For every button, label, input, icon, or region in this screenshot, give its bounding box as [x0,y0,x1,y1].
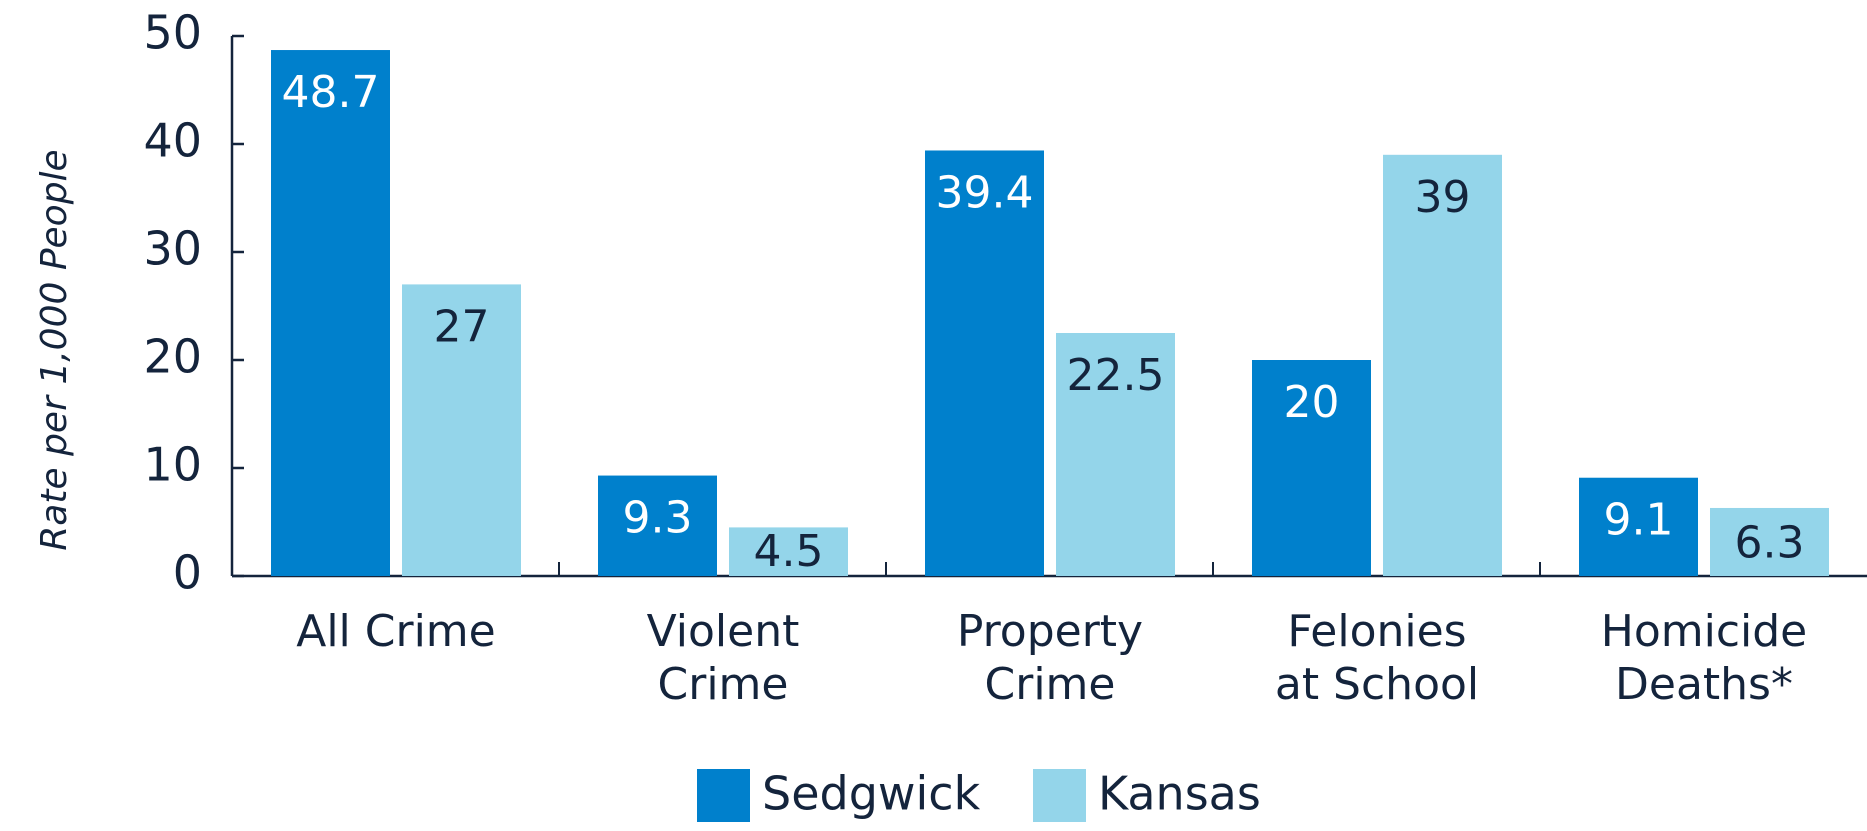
value-label: 39 [1415,172,1471,223]
y-tick-label: 10 [143,438,202,492]
value-label: 9.3 [623,493,693,544]
value-label: 27 [434,301,490,352]
y-tick-label: 50 [143,6,202,60]
legend-label: Kansas [1098,767,1261,821]
value-label: 22.5 [1067,350,1165,401]
x-tick-label: Homicide Deaths* [1601,606,1808,710]
bar [1383,154,1502,577]
y-tick-label: 0 [173,546,202,600]
bar [1056,333,1175,576]
y-tick-label: 20 [143,330,202,384]
bar [598,475,717,576]
bar [271,50,390,577]
y-tick-label: 30 [143,222,202,276]
x-tick-label: Felonies at School [1275,606,1479,710]
x-tick-label: Property Crime [957,606,1143,710]
legend-swatch [697,769,750,822]
bar [729,527,848,576]
value-label: 39.4 [936,167,1034,218]
x-tick-label: All Crime [296,606,496,657]
value-label: 4.5 [754,526,824,577]
value-label: 6.3 [1735,517,1805,568]
value-label: 48.7 [282,67,380,118]
value-label: 20 [1284,377,1340,428]
legend-swatch [1033,769,1086,822]
legend-label: Sedgwick [762,767,981,821]
bar [925,150,1044,577]
bar [1710,507,1829,576]
y-axis-label: Rate per 1,000 People [34,149,75,550]
x-tick-label: Violent Crime [647,606,800,710]
bar [1252,360,1371,576]
bar [1579,477,1698,576]
y-tick-label: 40 [143,114,202,168]
value-label: 9.1 [1604,495,1674,546]
bar [402,284,521,576]
